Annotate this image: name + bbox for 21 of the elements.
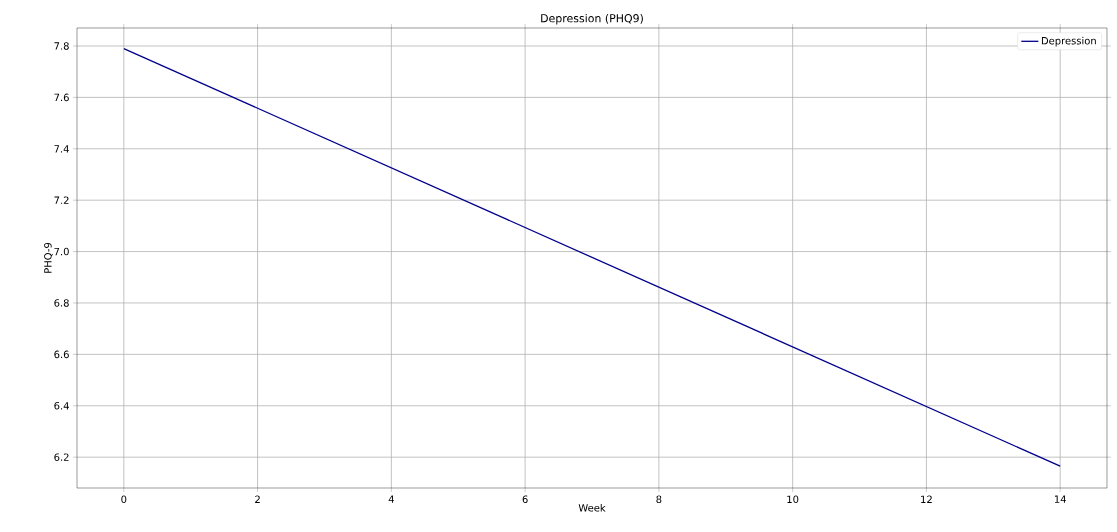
y-tick-label: 6.2 — [54, 453, 69, 461]
y-tick-label: 6.6 — [54, 350, 69, 359]
x-axis-title: Week — [578, 503, 606, 512]
y-tick-label: 6.8 — [54, 299, 69, 307]
x-tick-label: 2 — [255, 495, 260, 503]
legend-label: Depression — [1041, 36, 1096, 47]
x-tick-label: 0 — [121, 495, 127, 504]
y-tick-label: 7.8 — [54, 42, 69, 50]
y-tick-label: 7.4 — [54, 145, 69, 153]
x-tick-label: 14 — [1054, 495, 1066, 503]
x-tick-label: 10 — [787, 495, 799, 504]
chart-title: Depression (PHQ9) — [541, 13, 643, 25]
x-tick-label: 8 — [656, 495, 662, 504]
x-tick-label: 4 — [388, 495, 394, 503]
x-tick-label: 12 — [921, 495, 932, 503]
y-tick-label: 6.4 — [54, 401, 69, 410]
y-tick-label: 7.0 — [54, 247, 69, 256]
x-tick-label: 6 — [522, 495, 528, 504]
y-tick-label: 7.2 — [54, 196, 69, 204]
y-axis-title: PHQ-9 — [44, 242, 53, 273]
y-tick-label: 7.6 — [54, 93, 69, 102]
